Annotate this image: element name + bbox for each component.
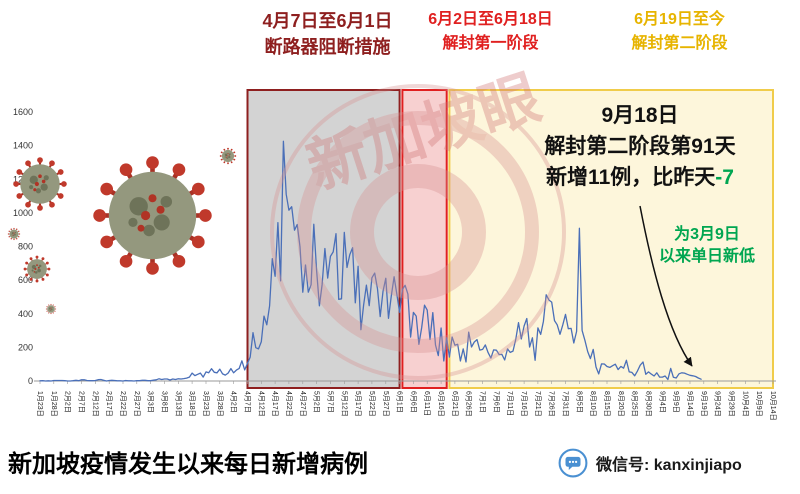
svg-text:8月5日: 8月5日 bbox=[575, 391, 583, 413]
svg-text:4月12日: 4月12日 bbox=[257, 391, 265, 417]
svg-text:5月2日: 5月2日 bbox=[313, 391, 321, 413]
svg-text:8月25日: 8月25日 bbox=[631, 391, 639, 417]
wechat-id-label: 微信号: kanxinjiapo bbox=[596, 457, 742, 474]
phase1-name: 解封第一阶段 bbox=[442, 35, 539, 52]
svg-text:6月26日: 6月26日 bbox=[465, 391, 473, 417]
svg-text:1000: 1000 bbox=[13, 208, 33, 218]
svg-text:8月10日: 8月10日 bbox=[589, 391, 597, 417]
svg-text:7月1日: 7月1日 bbox=[479, 391, 487, 413]
cases-line-layer bbox=[39, 140, 702, 382]
callout-phase-day: 解封第二阶段第91天 bbox=[544, 135, 736, 158]
axis-labels-layer: 020040060080010001200140016001月23日1月28日2… bbox=[13, 107, 777, 421]
svg-text:3月3日: 3月3日 bbox=[147, 391, 155, 413]
svg-text:2月7日: 2月7日 bbox=[78, 391, 86, 413]
svg-text:5月12日: 5月12日 bbox=[340, 391, 348, 417]
svg-text:5月7日: 5月7日 bbox=[326, 391, 334, 413]
callout-date: 9月18日 bbox=[601, 104, 679, 127]
chart-title: 新加坡疫情发生以来每日新增病例 bbox=[8, 451, 368, 478]
svg-text:9月4日: 9月4日 bbox=[658, 391, 666, 413]
svg-text:4月7日: 4月7日 bbox=[244, 391, 252, 413]
svg-text:8月15日: 8月15日 bbox=[603, 391, 611, 417]
watermark-ring-middle bbox=[297, 111, 539, 353]
annotation-phase1-period: 6月2日至6月18日 解封第一阶段 bbox=[418, 8, 563, 56]
callout-arrow bbox=[639, 205, 693, 367]
svg-text:2月2日: 2月2日 bbox=[64, 391, 72, 413]
annotation-circuit-breaker-period: 4月7日至6月1日 断路器阻断措施 bbox=[240, 8, 415, 60]
svg-text:7月21日: 7月21日 bbox=[534, 391, 542, 417]
annotation-record-low: 为3月9日 以来单日新低 bbox=[642, 224, 772, 268]
svg-text:2月12日: 2月12日 bbox=[91, 391, 99, 417]
phase2-name: 解封第二阶段 bbox=[631, 35, 728, 52]
svg-text:400: 400 bbox=[18, 309, 33, 319]
svg-text:3月23日: 3月23日 bbox=[202, 391, 210, 417]
svg-text:6月11日: 6月11日 bbox=[423, 391, 431, 416]
svg-text:4月2日: 4月2日 bbox=[230, 391, 238, 413]
svg-text:6月16日: 6月16日 bbox=[437, 391, 445, 417]
svg-text:200: 200 bbox=[18, 342, 33, 352]
svg-text:6月21日: 6月21日 bbox=[451, 391, 459, 417]
svg-text:5月17日: 5月17日 bbox=[354, 391, 362, 417]
svg-text:6月1日: 6月1日 bbox=[396, 391, 404, 413]
svg-text:600: 600 bbox=[18, 275, 33, 285]
svg-text:9月14日: 9月14日 bbox=[686, 391, 694, 417]
svg-text:0: 0 bbox=[28, 376, 33, 386]
coronavirus-decoration bbox=[7, 147, 237, 315]
annotation-phase2-period: 6月19日至今 解封第二阶段 bbox=[602, 8, 757, 56]
phase-highlight-layer bbox=[246, 89, 774, 389]
svg-text:9月24日: 9月24日 bbox=[714, 391, 722, 417]
svg-text:3月28日: 3月28日 bbox=[216, 391, 224, 417]
callout-cases-text: 新增11例，比昨天 bbox=[546, 166, 716, 189]
phase2-dates: 6月19日至今 bbox=[634, 11, 725, 28]
svg-text:2月27日: 2月27日 bbox=[133, 391, 141, 417]
svg-text:7月26日: 7月26日 bbox=[548, 391, 556, 417]
svg-text:9月29日: 9月29日 bbox=[728, 391, 736, 417]
wechat-icon bbox=[558, 448, 588, 478]
record-low-line2: 以来单日新低 bbox=[658, 248, 755, 265]
watermark-ring-outer bbox=[270, 84, 566, 380]
svg-text:2月17日: 2月17日 bbox=[105, 391, 113, 417]
svg-text:2月22日: 2月22日 bbox=[119, 391, 127, 417]
callout-new-cases: 新增11例，比昨天-7 bbox=[505, 162, 775, 193]
svg-text:7月6日: 7月6日 bbox=[492, 391, 500, 413]
callout-delta-value: -7 bbox=[715, 166, 734, 189]
wechat-badge: 微信号: kanxinjiapo bbox=[558, 448, 742, 478]
svg-text:7月31日: 7月31日 bbox=[562, 391, 570, 417]
phase1-dates: 6月2日至6月18日 bbox=[428, 11, 553, 28]
svg-text:6月6日: 6月6日 bbox=[409, 391, 417, 413]
annotation-sep18-callout: 9月18日 解封第二阶段第91天 新增11例，比昨天-7 bbox=[505, 100, 775, 193]
svg-text:8月20日: 8月20日 bbox=[617, 391, 625, 417]
svg-text:1月28日: 1月28日 bbox=[50, 391, 58, 417]
record-low-line1: 为3月9日 bbox=[674, 226, 740, 243]
svg-text:1月23日: 1月23日 bbox=[36, 391, 44, 417]
svg-text:5月27日: 5月27日 bbox=[382, 391, 390, 417]
svg-text:9月9日: 9月9日 bbox=[672, 391, 680, 413]
svg-text:4月17日: 4月17日 bbox=[271, 391, 279, 417]
svg-text:4月22日: 4月22日 bbox=[285, 391, 293, 417]
svg-text:3月18日: 3月18日 bbox=[188, 391, 196, 417]
watermark-ring-inner bbox=[350, 164, 486, 300]
svg-text:8月30日: 8月30日 bbox=[645, 391, 653, 417]
svg-text:9月19日: 9月19日 bbox=[700, 391, 708, 417]
svg-text:1400: 1400 bbox=[13, 141, 33, 151]
svg-text:800: 800 bbox=[18, 242, 33, 252]
svg-text:10月9日: 10月9日 bbox=[755, 391, 763, 417]
svg-text:3月8日: 3月8日 bbox=[161, 391, 169, 413]
svg-text:5月22日: 5月22日 bbox=[368, 391, 376, 417]
svg-text:10月4日: 10月4日 bbox=[741, 391, 749, 417]
svg-text:7月11日: 7月11日 bbox=[506, 391, 514, 416]
svg-text:1600: 1600 bbox=[13, 107, 33, 117]
svg-text:4月27日: 4月27日 bbox=[299, 391, 307, 417]
circuit-breaker-dates: 4月7日至6月1日 bbox=[262, 11, 393, 31]
svg-text:7月16日: 7月16日 bbox=[520, 391, 528, 417]
svg-text:10月14日: 10月14日 bbox=[769, 391, 777, 421]
svg-text:3月13日: 3月13日 bbox=[174, 391, 182, 417]
circuit-breaker-name: 断路器阻断措施 bbox=[264, 37, 391, 57]
